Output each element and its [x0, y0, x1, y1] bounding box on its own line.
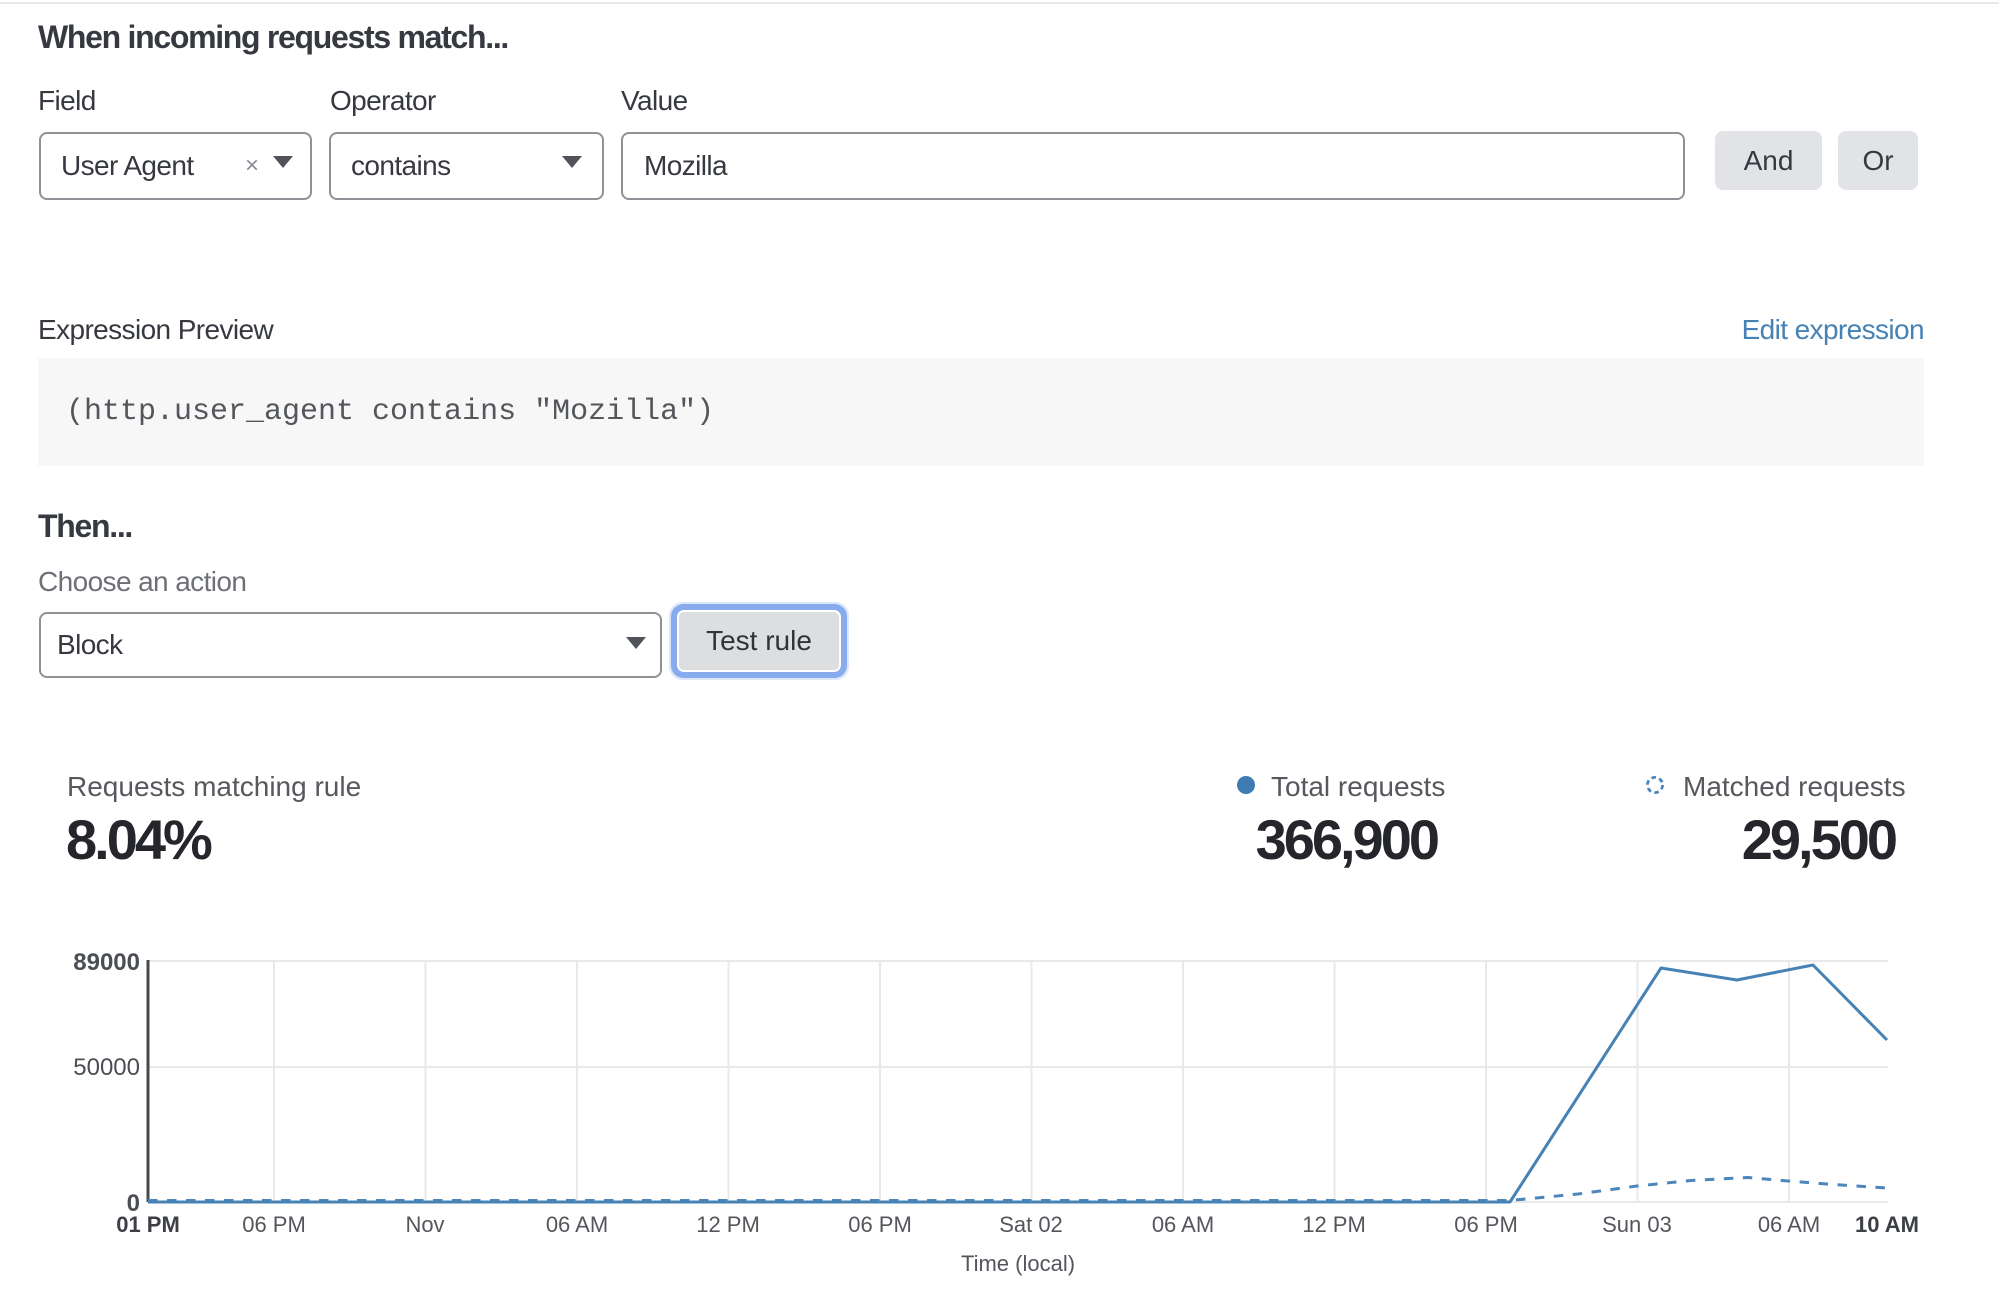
svg-text:Sat 02: Sat 02	[999, 1212, 1063, 1237]
svg-text:Nov: Nov	[405, 1212, 444, 1237]
svg-text:01 PM: 01 PM	[116, 1212, 180, 1237]
svg-text:06 PM: 06 PM	[1454, 1212, 1518, 1237]
svg-text:12 PM: 12 PM	[1302, 1212, 1366, 1237]
svg-text:89000: 89000	[73, 949, 140, 976]
svg-text:Time (local): Time (local)	[961, 1251, 1075, 1276]
svg-text:06 AM: 06 AM	[1152, 1212, 1214, 1237]
svg-text:12 PM: 12 PM	[696, 1212, 760, 1237]
svg-text:06 PM: 06 PM	[242, 1212, 306, 1237]
svg-text:06 AM: 06 AM	[546, 1212, 608, 1237]
svg-text:06 PM: 06 PM	[848, 1212, 912, 1237]
svg-text:50000: 50000	[73, 1054, 140, 1081]
svg-text:10 AM: 10 AM	[1855, 1212, 1919, 1237]
svg-text:Sun 03: Sun 03	[1602, 1212, 1672, 1237]
svg-text:06 AM: 06 AM	[1758, 1212, 1820, 1237]
svg-text:0: 0	[127, 1190, 140, 1217]
